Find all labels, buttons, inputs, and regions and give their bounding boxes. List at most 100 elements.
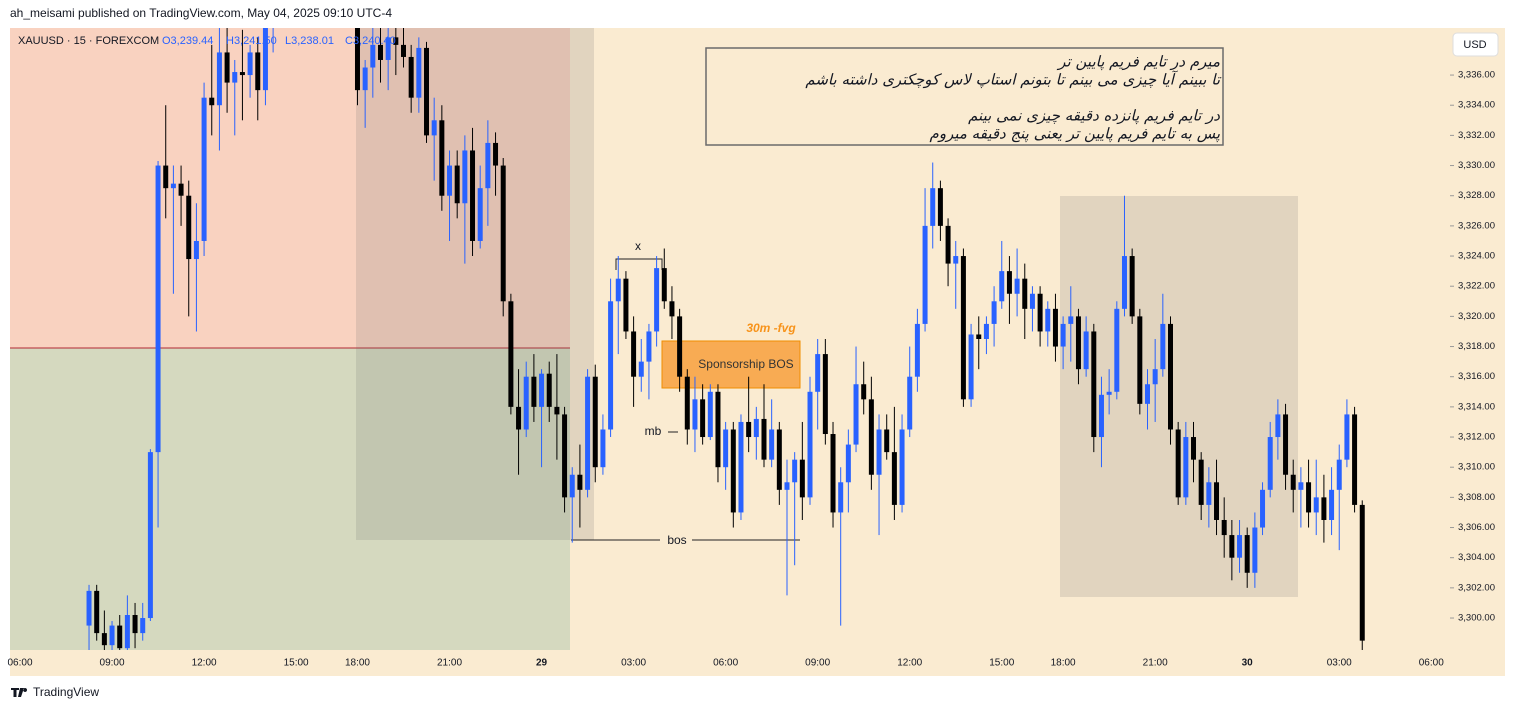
candle-body	[1029, 293, 1035, 309]
annotation: Sponsorship BOS	[698, 357, 793, 371]
candle-body	[999, 271, 1005, 302]
candle-body	[723, 429, 729, 468]
candle-body	[1306, 482, 1312, 513]
candle-body	[953, 256, 959, 264]
annotation: bos	[667, 533, 686, 547]
candle-body	[1298, 482, 1304, 490]
y-tick-label: 3,316.00	[1458, 371, 1495, 382]
candle-body	[1260, 489, 1266, 528]
candle-body	[1283, 414, 1289, 475]
candle-body	[94, 590, 100, 634]
candle-body	[776, 429, 782, 490]
candle-body	[1060, 323, 1066, 347]
candle-body	[1352, 414, 1358, 505]
candle-body	[753, 418, 759, 438]
candle-body	[677, 316, 683, 377]
candle-body	[1275, 414, 1281, 438]
candle-body	[1329, 489, 1335, 520]
candle-body	[861, 384, 867, 400]
candle-body	[631, 331, 637, 377]
candle-body	[868, 399, 874, 475]
candle-body	[255, 52, 261, 91]
currency[interactable]: USD	[1463, 39, 1486, 51]
candle-body	[1091, 331, 1097, 438]
candle-body	[976, 334, 982, 339]
candle-body	[531, 376, 537, 407]
candle-body	[937, 188, 943, 226]
candle-body	[470, 150, 476, 241]
range-box	[356, 28, 594, 540]
candle-body	[569, 474, 575, 498]
candle-body	[1014, 278, 1020, 294]
candle-body	[447, 165, 453, 196]
candle-body	[155, 165, 161, 453]
y-tick-label: 3,324.00	[1458, 251, 1495, 262]
candle-body	[1006, 271, 1012, 294]
candle-body	[1098, 394, 1104, 438]
candle-body	[485, 142, 491, 189]
footer: TradingView	[33, 685, 99, 699]
candle-body	[991, 301, 997, 324]
candle-body	[769, 429, 775, 460]
candle-body	[707, 391, 713, 438]
candle-body	[1137, 316, 1143, 404]
candle-body	[615, 278, 621, 302]
x-tick-label: 18:00	[1051, 658, 1076, 669]
annotation: mb	[645, 424, 662, 438]
candle-body	[370, 44, 376, 68]
candle-body	[539, 373, 545, 407]
x-tick-label: 06:00	[7, 658, 32, 669]
x-tick-label: 09:00	[100, 658, 125, 669]
candle-body	[692, 399, 698, 430]
candle-body	[170, 183, 176, 189]
candle-body	[1144, 384, 1150, 404]
y-tick-label: 3,306.00	[1458, 522, 1495, 533]
candle-body	[761, 418, 767, 460]
ohlc-open: O3,239.44	[162, 35, 213, 47]
candle-body	[224, 52, 230, 83]
candle-body	[922, 225, 928, 324]
x-tick-label: 18:00	[345, 658, 370, 669]
candle-body	[385, 37, 391, 60]
logo	[11, 688, 28, 697]
x-tick-label: 12:00	[192, 658, 217, 669]
candle-body	[807, 391, 813, 498]
y-tick-label: 3,304.00	[1458, 552, 1495, 563]
candle-body	[730, 429, 736, 513]
candle-body	[1075, 316, 1081, 370]
candle-body	[1267, 437, 1273, 490]
candle-body	[1359, 504, 1365, 641]
candle-body	[799, 459, 805, 498]
candle-body	[86, 590, 92, 626]
candle-body	[546, 373, 552, 407]
candle-body	[738, 421, 744, 513]
y-tick-label: 3,320.00	[1458, 311, 1495, 322]
candle-body	[431, 120, 437, 136]
candle-body	[516, 406, 522, 430]
candle-body	[1168, 323, 1173, 430]
candle-body	[930, 188, 936, 226]
candle-body	[1237, 535, 1243, 558]
y-tick-label: 3,314.00	[1458, 401, 1495, 412]
y-tick-label: 3,328.00	[1458, 190, 1495, 201]
ohlc-high: H3,241.50	[226, 35, 277, 47]
candle-body	[654, 268, 660, 332]
header: ah_meisami published on TradingView.com,…	[10, 6, 392, 20]
candle-body	[1183, 437, 1189, 498]
ohlc-low: L3,238.01	[285, 35, 334, 47]
candle-body	[193, 240, 199, 260]
candle-body	[1214, 482, 1220, 520]
candle-body	[891, 452, 897, 505]
candle-body	[393, 37, 399, 45]
candle-body	[1191, 437, 1197, 460]
candle-body	[1083, 331, 1089, 370]
candle-body	[508, 301, 514, 407]
y-tick-label: 3,300.00	[1458, 613, 1495, 624]
currency-button[interactable]	[1452, 32, 1499, 57]
y-tick-label: 3,326.00	[1458, 220, 1495, 231]
candle-body	[1106, 391, 1112, 395]
candle-body	[109, 625, 115, 646]
annotation: در تایم فریم پانزده دقیقه چیزی نمی بینم	[968, 107, 1220, 125]
candle-body	[362, 67, 368, 91]
